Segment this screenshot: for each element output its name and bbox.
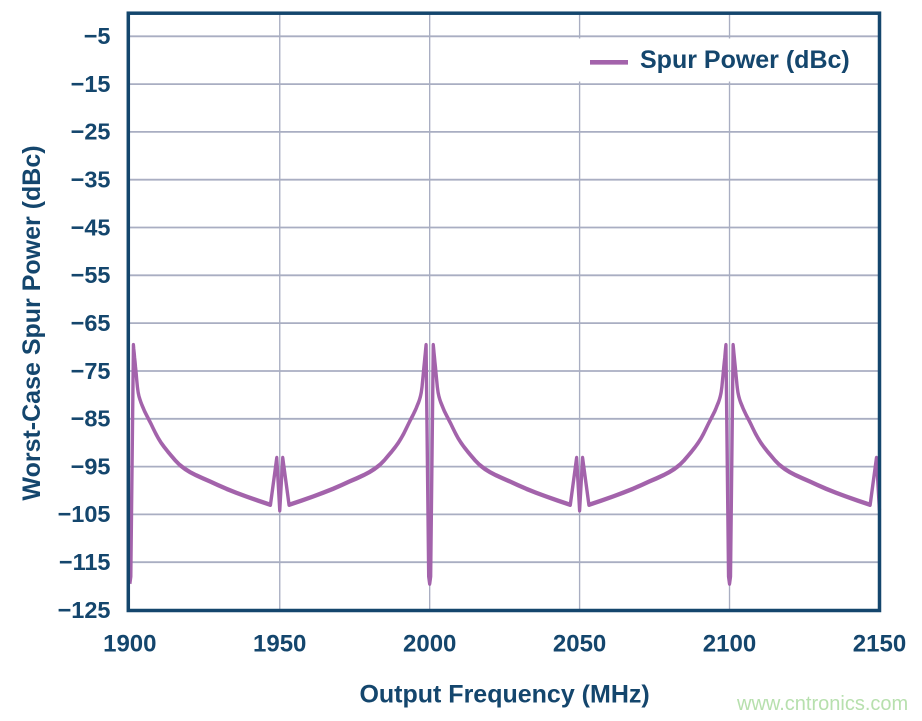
svg-text:−65: −65	[71, 310, 111, 336]
svg-text:−125: −125	[58, 597, 111, 623]
svg-text:−45: −45	[71, 214, 111, 240]
svg-text:2100: 2100	[703, 631, 756, 658]
svg-text:www.cntronics.com: www.cntronics.com	[736, 693, 908, 715]
svg-text:Spur Power (dBc): Spur Power (dBc)	[640, 46, 850, 74]
svg-text:−115: −115	[59, 549, 111, 575]
svg-text:−75: −75	[71, 358, 111, 384]
svg-text:−55: −55	[71, 262, 111, 288]
svg-text:2050: 2050	[553, 631, 606, 658]
svg-text:−105: −105	[58, 501, 111, 527]
svg-text:−5: −5	[84, 23, 111, 49]
svg-text:−25: −25	[71, 119, 111, 145]
svg-text:1950: 1950	[253, 631, 306, 658]
svg-text:−85: −85	[71, 406, 111, 432]
svg-text:−15: −15	[71, 71, 111, 97]
svg-text:2000: 2000	[403, 631, 456, 658]
svg-text:2150: 2150	[853, 631, 906, 658]
svg-text:−95: −95	[71, 453, 111, 479]
svg-text:−35: −35	[71, 167, 111, 193]
svg-text:1900: 1900	[103, 631, 156, 658]
svg-text:Output Frequency (MHz): Output Frequency (MHz)	[359, 681, 649, 709]
svg-text:Worst-Case Spur Power (dBc): Worst-Case Spur Power (dBc)	[18, 145, 46, 500]
